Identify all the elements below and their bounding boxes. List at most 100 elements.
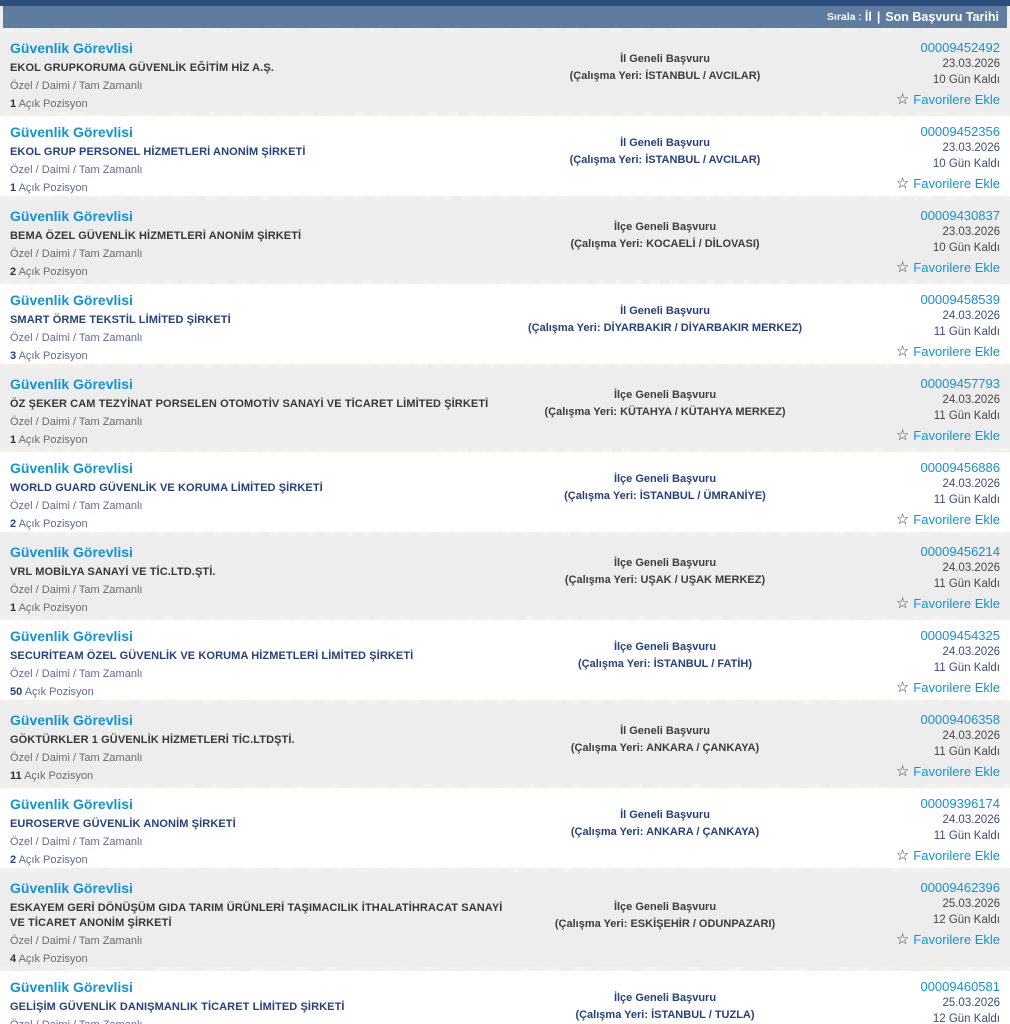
favorite-button[interactable]: ☆ Favorilere Ekle (896, 678, 1000, 697)
job-title-link[interactable]: Güvenlik Görevlisi (10, 292, 133, 308)
employment-type: Özel / Daimi / Tam Zamanlı (10, 80, 143, 92)
open-positions-count: 1 (10, 182, 17, 194)
job-id-link[interactable]: 00009396174 (920, 796, 1000, 811)
favorite-button[interactable]: ☆ Favorilere Ekle (896, 930, 1000, 949)
job-title-link[interactable]: Güvenlik Görevlisi (10, 460, 133, 476)
open-positions: 50 Açık Pozisyon (10, 685, 505, 700)
deadline-date: 24.03.2026 (942, 730, 1000, 742)
job-id-link[interactable]: 00009406358 (920, 712, 1000, 727)
open-positions-count: 1 (10, 98, 17, 110)
application-info-column: İl Geneli Başvuru (Çalışma Yeri: İSTANBU… (505, 32, 825, 112)
application-info-column: İlçe Geneli Başvuru (Çalışma Yeri: İSTAN… (505, 452, 825, 532)
job-detail-column: 00009396174 24.03.2026 11 Gün Kaldı ☆ Fav… (825, 788, 1010, 868)
job-id-link[interactable]: 00009458539 (920, 292, 1000, 307)
job-detail-column: 00009456214 24.03.2026 11 Gün Kaldı ☆ Fav… (825, 536, 1010, 616)
company-name: EUROSERVE GÜVENLİK ANONİM ŞİRKETİ (10, 818, 236, 830)
job-detail-column: 00009462396 25.03.2026 12 Gün Kaldı ☆ Fav… (825, 872, 1010, 967)
job-title-link[interactable]: Güvenlik Görevlisi (10, 208, 133, 224)
job-detail-column: 00009406358 24.03.2026 11 Gün Kaldı ☆ Fav… (825, 704, 1010, 784)
job-detail-column: 00009460581 25.03.2026 12 Gün Kaldı ☆Fav… (825, 971, 1010, 1024)
deadline-date: 23.03.2026 (942, 58, 1000, 70)
open-positions: 1 Açık Pozisyon (10, 433, 505, 448)
favorite-button[interactable]: ☆ Favorilere Ekle (896, 174, 1000, 193)
job-title-link[interactable]: Güvenlik Görevlisi (10, 796, 133, 812)
application-scope: İlçe Geneli Başvuru (613, 900, 717, 913)
job-listing-row: Güvenlik Görevlisi VRL MOBİLYA SANAYİ VE… (0, 536, 1010, 616)
deadline-date: 23.03.2026 (942, 226, 1000, 238)
open-positions: 1 Açık Pozisyon (10, 601, 505, 616)
workplace: (Çalışma Yeri: İSTANBUL / FATİH) (578, 658, 752, 670)
open-positions-label: Açık Pozisyon (16, 266, 88, 278)
days-left: 11 Gün Kaldı (933, 494, 1000, 506)
sort-separator: | (876, 10, 881, 24)
open-positions-label: Açık Pozisyon (16, 953, 88, 965)
employment-type: Özel / Daimi / Tam Zamanlı (10, 500, 143, 512)
job-id-link[interactable]: 00009462396 (920, 880, 1000, 895)
favorite-button[interactable]: ☆ Favorilere Ekle (896, 762, 1000, 781)
job-id-link[interactable]: 00009457793 (920, 376, 1000, 391)
application-scope: İl Geneli Başvuru (620, 809, 710, 821)
job-summary-column: Güvenlik Görevlisi GÖKTÜRKLER 1 GÜVENLİK… (0, 704, 505, 784)
workplace: (Çalışma Yeri: UŞAK / UŞAK MERKEZ) (564, 574, 766, 586)
days-left: 10 Gün Kaldı (932, 242, 1000, 254)
job-title-link[interactable]: Güvenlik Görevlisi (10, 979, 133, 995)
job-title-link[interactable]: Güvenlik Görevlisi (10, 376, 133, 392)
job-id-link[interactable]: 00009454325 (920, 628, 1000, 643)
open-positions-label: Açık Pozisyon (16, 434, 88, 446)
favorite-label: Favorilere Ekle (913, 92, 1000, 107)
job-title-link[interactable]: Güvenlik Görevlisi (10, 40, 133, 56)
favorite-button[interactable]: ☆ Favorilere Ekle (896, 426, 1000, 445)
open-positions-count: 1 (10, 434, 17, 446)
deadline-date: 24.03.2026 (942, 310, 1000, 322)
job-id-link[interactable]: 00009456886 (920, 460, 1000, 475)
favorite-label: Favorilere Ekle (913, 176, 1000, 191)
job-title-link[interactable]: Güvenlik Görevlisi (10, 628, 133, 644)
star-icon: ☆ (895, 679, 910, 696)
application-info-column: İlçe Geneli Başvuru (Çalışma Yeri: KÜTAH… (505, 368, 825, 448)
sort-bar: Sırala : İl | Son Başvuru Tarihi (3, 6, 1007, 28)
application-scope: İlçe Geneli Başvuru (613, 992, 717, 1004)
job-detail-column: 00009457793 24.03.2026 11 Gün Kaldı ☆ Fav… (825, 368, 1010, 448)
open-positions: 11 Açık Pozisyon (10, 769, 505, 784)
favorite-label: Favorilere Ekle (913, 932, 1000, 947)
sort-option-province[interactable]: İl (864, 10, 872, 24)
job-listing-row: Güvenlik Görevlisi EKOL GRUP PERSONEL Hİ… (0, 116, 1010, 196)
star-icon: ☆ (895, 763, 910, 780)
application-scope: İlçe Geneli Başvuru (613, 389, 717, 401)
favorite-button[interactable]: ☆ Favorilere Ekle (896, 846, 1000, 865)
company-name: BEMA ÖZEL GÜVENLİK HİZMETLERİ ANONİM ŞİR… (10, 230, 302, 242)
job-id-link[interactable]: 00009452356 (920, 124, 1000, 139)
star-icon: ☆ (895, 343, 910, 360)
company-name: SECURİTEAM ÖZEL GÜVENLİK VE KORUMA HİZME… (10, 650, 414, 662)
favorite-button[interactable]: ☆ Favorilere Ekle (896, 90, 1000, 109)
job-title-link[interactable]: Güvenlik Görevlisi (10, 124, 133, 140)
job-title-link[interactable]: Güvenlik Görevlisi (10, 880, 133, 896)
favorite-button[interactable]: ☆ Favorilere Ekle (896, 342, 1000, 361)
company-name: ESKAYEM GERİ DÖNÜŞÜM GIDA TARIM ÜRÜNLERİ… (10, 902, 503, 929)
job-summary-column: Güvenlik Görevlisi WORLD GUARD GÜVENLİK … (0, 452, 505, 532)
days-left: 11 Gün Kaldı (933, 326, 1000, 338)
job-id-link[interactable]: 00009460581 (920, 979, 1000, 994)
job-title-link[interactable]: Güvenlik Görevlisi (10, 712, 133, 728)
workplace: (Çalışma Yeri: KOCAELİ / DİLOVASI) (570, 238, 760, 250)
job-title-link[interactable]: Güvenlik Görevlisi (10, 544, 133, 560)
sort-label: Sırala : (826, 11, 865, 23)
favorite-button[interactable]: ☆ Favorilere Ekle (896, 258, 1000, 277)
job-summary-column: Güvenlik Görevlisi EUROSERVE GÜVENLİK AN… (0, 788, 505, 868)
application-scope: İlçe Geneli Başvuru (613, 557, 717, 569)
application-info-column: İl Geneli Başvuru (Çalışma Yeri: ANKARA … (505, 704, 825, 784)
job-id-link[interactable]: 00009430837 (920, 208, 1000, 223)
company-name: SMART ÖRME TEKSTİL LİMİTED ŞİRKETİ (10, 314, 231, 326)
job-listing-row: Güvenlik Görevlisi WORLD GUARD GÜVENLİK … (0, 452, 1010, 532)
open-positions-count: 11 (10, 770, 22, 782)
company-name: EKOL GRUP PERSONEL HİZMETLERİ ANONİM ŞİR… (10, 146, 306, 158)
days-left: 11 Gün Kaldı (933, 410, 1000, 422)
job-listing-row: Güvenlik Görevlisi GÖKTÜRKLER 1 GÜVENLİK… (0, 704, 1010, 784)
favorite-button[interactable]: ☆ Favorilere Ekle (896, 594, 1000, 613)
employment-type: Özel / Daimi / Tam Zamanlı (10, 332, 143, 344)
job-id-link[interactable]: 00009452492 (920, 40, 1000, 55)
job-id-link[interactable]: 00009456214 (920, 544, 1000, 559)
sort-option-deadline[interactable]: Son Başvuru Tarihi (885, 10, 999, 24)
favorite-button[interactable]: ☆ Favorilere Ekle (896, 510, 1000, 529)
deadline-date: 24.03.2026 (942, 478, 1000, 490)
